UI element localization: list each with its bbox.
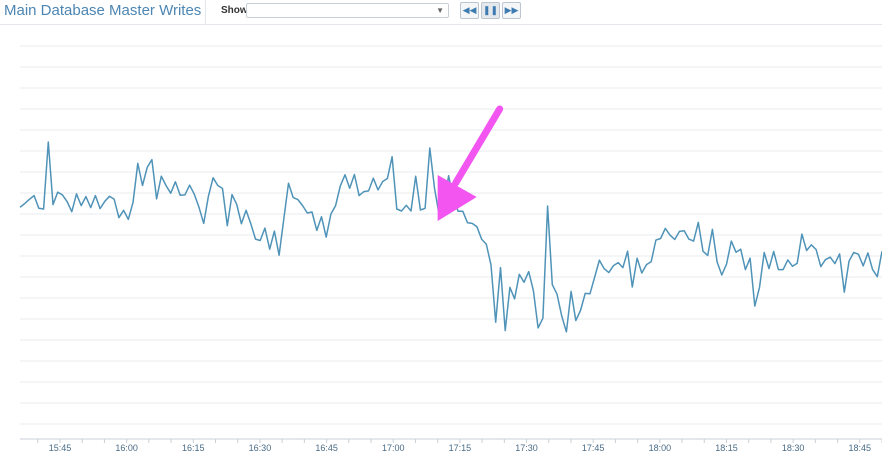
x-tick-label: 17:45 — [582, 443, 605, 453]
arrow-shaft — [452, 105, 504, 187]
pause-button[interactable]: ❚❚ — [481, 2, 500, 19]
x-tick-label: 18:00 — [649, 443, 672, 453]
rewind-icon: ◀◀ — [462, 5, 477, 15]
x-tick-label: 17:00 — [382, 443, 405, 453]
x-tick-label: 18:45 — [849, 443, 872, 453]
pause-icon: ❚❚ — [482, 5, 499, 15]
x-tick-label: 15:45 — [49, 443, 72, 453]
x-tick-label: 16:30 — [249, 443, 272, 453]
x-tick-label: 18:30 — [782, 443, 805, 453]
x-tick-label: 17:30 — [515, 443, 538, 453]
arrow-head — [437, 175, 477, 221]
x-tick-label: 16:00 — [115, 443, 138, 453]
playback-controls: ◀◀ ❚❚ ▶▶ — [460, 2, 523, 19]
x-tick-label: 17:15 — [449, 443, 472, 453]
rewind-button[interactable]: ◀◀ — [460, 2, 479, 19]
show-label: Show — [221, 5, 248, 16]
x-axis-ticks: 15:45 16:00 16:15 16:30 16:45 17:00 17:15 17:30… — [37, 439, 882, 453]
x-tick-label: 16:15 — [182, 443, 205, 453]
series-line — [19, 141, 882, 333]
x-tick-label: 18:15 — [715, 443, 738, 453]
x-tick-label: 16:45 — [315, 443, 338, 453]
chart-title: Main Database Master Writes — [4, 2, 202, 19]
series-group — [19, 141, 882, 333]
grid-lines — [20, 45, 882, 425]
fast-forward-icon: ▶▶ — [504, 5, 519, 15]
fast-forward-button[interactable]: ▶▶ — [502, 2, 521, 19]
show-select[interactable]: ▼ — [246, 3, 449, 18]
annotation-arrow — [437, 105, 504, 221]
header-divider — [205, 0, 206, 24]
chevron-down-icon: ▼ — [436, 6, 444, 15]
line-chart: 15:45 16:00 16:15 16:30 16:45 17:00 17:15 17:30… — [19, 45, 882, 453]
chart-header: Main Database Master Writes Show ▼ ◀◀ ❚❚… — [0, 0, 882, 25]
